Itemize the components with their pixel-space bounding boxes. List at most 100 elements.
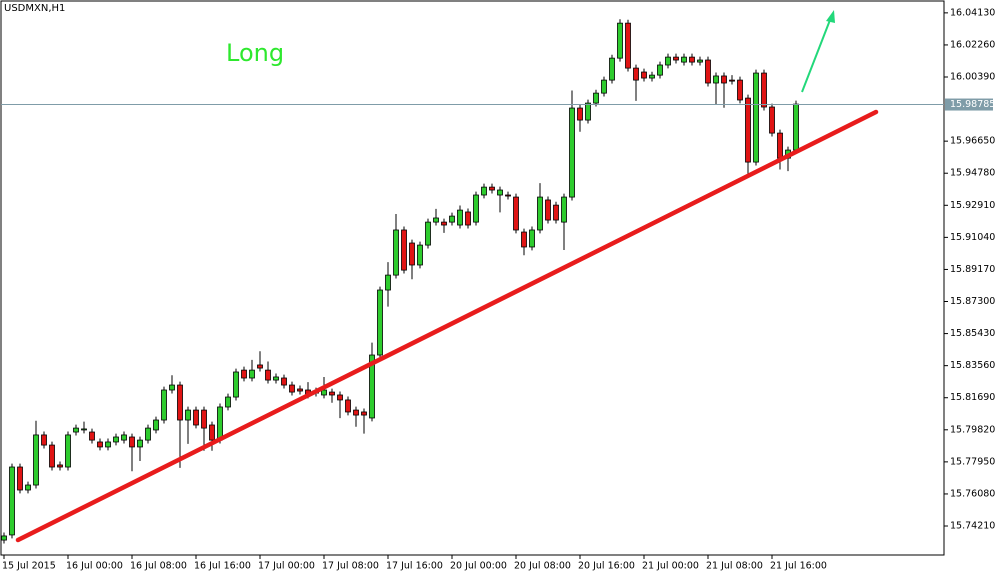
candle-body	[41, 434, 47, 446]
y-tick-label: 15.83560	[950, 360, 995, 371]
y-tick-label: 15.81690	[950, 392, 995, 403]
candle-body	[25, 484, 31, 491]
candle-body	[729, 79, 735, 82]
candle-body	[633, 67, 639, 81]
candle-body	[265, 369, 271, 381]
candle-body	[777, 132, 783, 159]
candle-body	[425, 221, 431, 246]
y-tick-label: 16.04130	[950, 7, 995, 18]
y-tick-label: 15.74210	[950, 521, 995, 532]
candle-body	[457, 209, 463, 226]
candle-body	[185, 409, 191, 421]
candle-body	[249, 369, 255, 379]
candle-body	[345, 399, 351, 413]
x-tick-label: 20 Jul 00:00	[450, 561, 507, 572]
candle-body	[113, 436, 119, 443]
arrow-head	[826, 10, 835, 23]
y-tick-label: 15.89170	[950, 264, 995, 275]
candle-body	[721, 75, 727, 84]
candle-body	[769, 106, 775, 134]
x-tick-label: 20 Jul 16:00	[578, 561, 635, 572]
current-price-box	[945, 98, 993, 111]
candle-body	[17, 466, 23, 491]
candle-body	[89, 431, 95, 441]
candle-body	[449, 215, 455, 223]
candle-body	[681, 56, 687, 63]
candle-body	[473, 194, 479, 223]
candle-body	[129, 436, 135, 448]
current-price-label: 15.98785	[950, 99, 995, 110]
candle-body	[401, 229, 407, 271]
candle-body	[201, 409, 207, 429]
candle-body	[385, 274, 391, 291]
candle-body	[513, 196, 519, 231]
candle-body	[273, 376, 279, 381]
candle-body	[737, 79, 743, 101]
candle-body	[609, 57, 615, 81]
candle-body	[353, 409, 359, 416]
candle-body	[745, 97, 751, 163]
candle-body	[289, 384, 295, 393]
candle-body	[65, 434, 71, 468]
y-tick-label: 15.85430	[950, 328, 995, 339]
x-tick-label: 15 Jul 2015	[2, 561, 56, 572]
x-tick-label: 17 Jul 00:00	[258, 561, 315, 572]
candle-body	[577, 107, 583, 121]
plot-frame	[0, 0, 945, 556]
candle-body	[217, 406, 223, 441]
candle-body	[617, 22, 623, 59]
candle-body	[161, 389, 167, 421]
candle-body	[137, 439, 143, 448]
y-tick-label: 15.92910	[950, 200, 995, 211]
candle-body	[585, 102, 591, 121]
x-tick-label: 21 Jul 00:00	[642, 561, 699, 572]
candle-body	[209, 424, 215, 441]
candle-body	[49, 444, 55, 468]
candle-body	[793, 103, 799, 151]
candle-body	[553, 204, 559, 221]
candle-body	[9, 466, 15, 536]
candle-body	[689, 56, 695, 63]
candle-body	[73, 427, 79, 433]
candle-body	[545, 199, 551, 221]
candle-body	[657, 64, 663, 76]
candle-body	[257, 364, 263, 369]
candle-body	[105, 441, 111, 448]
candles	[1, 19, 944, 544]
candle-body	[601, 79, 607, 94]
candle-body	[665, 56, 671, 66]
candle-body	[225, 396, 231, 408]
candle-body	[441, 221, 447, 226]
candle-body	[417, 244, 423, 266]
candle-body	[321, 389, 327, 396]
x-tick-label: 20 Jul 08:00	[514, 561, 571, 572]
candle-body	[465, 211, 471, 226]
candle-body	[193, 409, 199, 426]
x-tick-label: 16 Jul 00:00	[66, 561, 123, 572]
candle-body	[81, 428, 87, 431]
candle-body	[625, 22, 631, 69]
y-tick-label: 15.91040	[950, 232, 995, 243]
candle-body	[569, 107, 575, 198]
x-tick-label: 17 Jul 08:00	[322, 561, 379, 572]
chart-title: USDMXN,H1	[4, 3, 65, 14]
candle-body	[281, 377, 287, 386]
arrow-shaft	[801, 19, 831, 93]
candle-body	[329, 391, 335, 396]
candle-body	[713, 75, 719, 84]
x-tick-label: 17 Jul 16:00	[386, 561, 443, 572]
candle-body	[121, 434, 127, 441]
candle-body	[697, 59, 703, 63]
candle-body	[537, 196, 543, 231]
candle-body	[489, 186, 495, 191]
candle-body	[761, 72, 767, 108]
candle-body	[361, 411, 367, 416]
x-tick-label: 16 Jul 16:00	[194, 561, 251, 572]
y-tick-label: 16.00390	[950, 72, 995, 83]
x-tick-label: 16 Jul 08:00	[130, 561, 187, 572]
candle-body	[97, 441, 103, 448]
candle-body	[369, 354, 375, 419]
candle-body	[673, 56, 679, 61]
candle-body	[433, 217, 439, 223]
